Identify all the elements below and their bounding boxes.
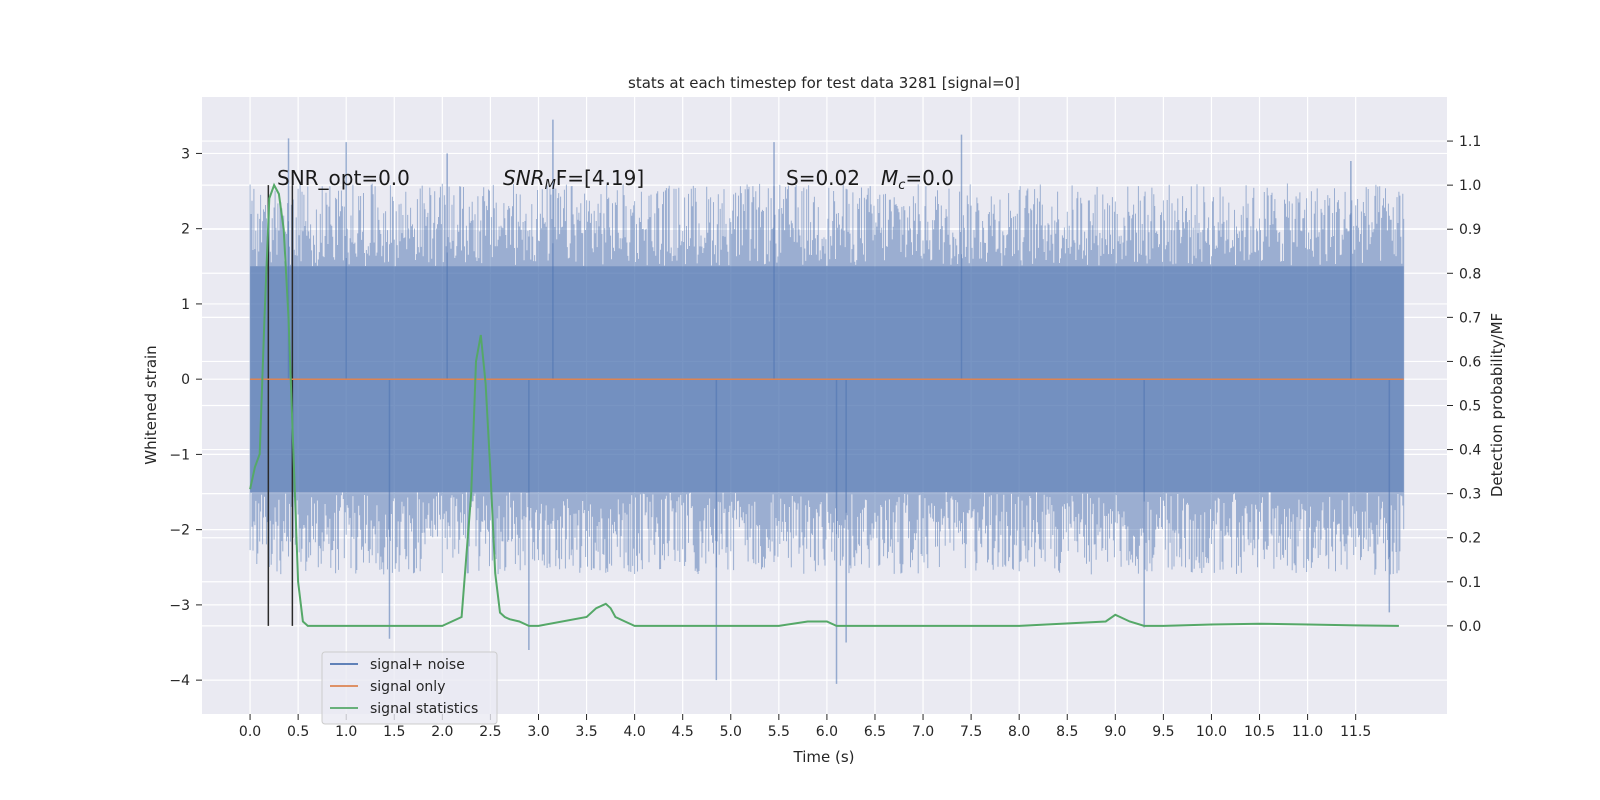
legend-label-noise: signal+ noise [370,657,465,673]
legend-box [321,651,498,725]
x-tick-label: 6.5 [864,724,886,740]
x-tick-label: 2.0 [431,724,453,740]
y-left-tick-label: 3 [181,146,190,162]
x-tick-label: 11.0 [1292,724,1323,740]
chart-title: stats at each timestep for test data 328… [628,74,1020,92]
x-tick-label: 3.5 [575,724,597,740]
x-tick-label: 10.0 [1196,724,1227,740]
y-right-tick-label: 0.9 [1459,222,1481,238]
annotation-snr-mf: SNRMF=[4.19] [503,166,644,193]
series-lines [249,182,1404,627]
legend: signal+ noise signal only signal statist… [321,651,498,725]
series-line-signal-statistics [249,182,1399,627]
y-right-tick-label: 0.8 [1459,266,1481,282]
y-right-tick-label: 1.1 [1459,134,1481,150]
x-axis-label: Time (s) [793,748,855,766]
x-tick-label: 8.5 [1056,724,1078,740]
x-tick-label: 9.5 [1152,724,1174,740]
x-tick-label: 11.5 [1340,724,1371,740]
x-tick-label: 10.5 [1244,724,1275,740]
annotation-snr-opt: SNR_opt=0.0 [277,166,410,190]
y-right-tick-label: 1.0 [1459,178,1481,194]
y-right-axis-label: Detection probability/MF [1488,313,1506,497]
x-tick-label: 3.0 [527,724,549,740]
x-tick-label: 9.0 [1104,724,1126,740]
y-right-tick-label: 0.6 [1459,354,1481,370]
y-right-tick-label: 0.3 [1459,487,1481,503]
x-tick-label: 6.0 [816,724,838,740]
y-right-tick-label: 0.7 [1459,310,1481,326]
y-right-tick-label: 0.5 [1459,399,1481,415]
y-right-tick-label: 0.1 [1459,575,1481,591]
x-tick-label: 5.5 [768,724,790,740]
x-tick-label: 4.5 [672,724,694,740]
x-tick-label: 0.5 [287,724,309,740]
annotation-s: S=0.02 [786,166,860,190]
y-right-axis-ticks: 0.0 0.1 0.2 0.3 0.4 0.5 0.6 0.7 0.8 0.9 1.0 1.1 [1447,134,1481,635]
y-left-tick-label: −3 [169,598,190,614]
x-axis-ticks: 0.0 0.5 1.0 1.5 2.0 2.5 3.0 3.5 4.0 4.5 5.0 5.5 6.0 6… [239,714,1371,740]
y-left-tick-label: 0 [181,372,190,388]
x-tick-label: 5.0 [720,724,742,740]
legend-label-signal-statistics: signal statistics [370,701,478,717]
x-tick-label: 8.0 [1008,724,1030,740]
y-left-axis-label: Whitened strain [142,345,160,464]
y-left-tick-label: 1 [181,297,190,313]
x-tick-label: 2.5 [479,724,501,740]
noise-trace [249,183,1405,575]
y-right-tick-label: 0.2 [1459,531,1481,547]
y-right-tick-label: 0.4 [1459,443,1481,459]
x-tick-label: 1.0 [335,724,357,740]
x-tick-label: 4.0 [623,724,645,740]
y-right-tick-label: 0.0 [1459,619,1481,635]
legend-label-signal-only: signal only [370,679,445,695]
annotation-mc: Mc=0.0 [881,166,954,193]
y-left-tick-label: −1 [169,447,190,463]
x-tick-label: 0.0 [239,724,261,740]
x-tick-label: 1.5 [383,724,405,740]
y-left-tick-label: −2 [169,523,190,539]
y-left-axis-ticks: −4 −3 −2 −1 0 1 2 3 [169,146,202,689]
x-tick-label: 7.5 [960,724,982,740]
y-left-tick-label: −4 [169,673,190,689]
y-left-tick-label: 2 [181,222,190,238]
x-tick-label: 7.0 [912,724,934,740]
